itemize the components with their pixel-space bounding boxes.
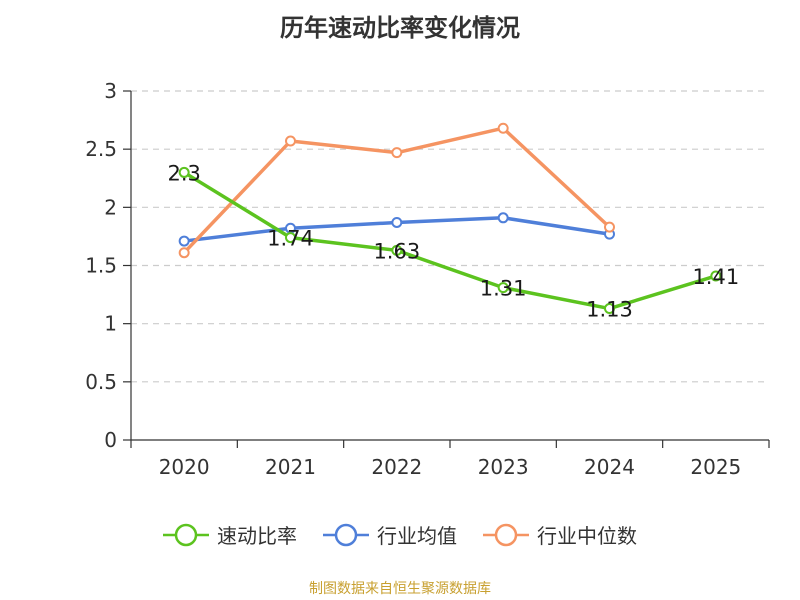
data-point	[604, 303, 615, 315]
legend-marker-icon	[483, 523, 529, 546]
data-label: 1.41	[692, 265, 739, 289]
source-note: 制图数据来自恒生聚源数据库	[309, 581, 491, 597]
y-tick-label: 2.5	[85, 137, 117, 161]
data-label: 1.63	[373, 239, 420, 263]
legend-label: 速动比率	[217, 524, 297, 548]
x-tick-label: 2025	[690, 455, 741, 479]
legend-item-industry-median[interactable]: 行业中位数	[483, 520, 637, 549]
data-point	[178, 235, 190, 247]
x-tick-label: 2022	[371, 455, 422, 479]
axes: 0 0.5 1 1.5 2 2.5 3 2020 2021 2022 2023 2024 2025	[85, 79, 770, 479]
y-tick-label: 3	[104, 79, 117, 103]
x-tick-label: 2021	[265, 455, 316, 479]
legend-item-industry-mean[interactable]: 行业均值	[323, 520, 457, 549]
y-tick-label: 2	[104, 195, 117, 219]
data-label: 1.74	[267, 227, 314, 251]
data-point	[285, 232, 296, 244]
y-tick-label: 0.5	[85, 370, 117, 394]
data-point	[285, 135, 296, 147]
data-point	[710, 270, 722, 282]
data-point	[178, 247, 190, 259]
data-point	[391, 147, 403, 159]
legend-marker-icon	[323, 523, 369, 546]
x-tick-label: 2023	[478, 455, 529, 479]
data-point	[497, 212, 509, 224]
y-tick-label: 1.5	[85, 254, 117, 278]
data-label: 2.3	[167, 161, 200, 185]
legend-marker-icon	[163, 523, 209, 546]
gridlines	[131, 90, 769, 383]
legend-label: 行业均值	[377, 524, 457, 548]
data-label: 1.31	[480, 277, 527, 301]
legend-item-quick-ratio[interactable]: 速动比率	[163, 520, 297, 549]
x-tick-label: 2024	[584, 455, 635, 479]
data-point	[391, 244, 403, 256]
x-tick-label: 2020	[159, 455, 210, 479]
series	[178, 122, 722, 315]
y-tick-label: 0	[104, 428, 117, 452]
y-tick-label: 1	[104, 312, 117, 336]
data-label: 1.13	[586, 298, 633, 322]
data-point	[178, 166, 190, 178]
series-line	[183, 170, 717, 311]
data-point	[604, 221, 615, 233]
chart-title: 历年速动比率变化情况	[280, 14, 520, 42]
legend: 速动比率 行业均值 行业中位数	[0, 520, 800, 549]
legend-label: 行业中位数	[537, 524, 637, 548]
data-labels: 2.3 1.74 1.63 1.31 1.13 1.41	[167, 161, 739, 321]
data-point	[497, 122, 509, 134]
data-point	[391, 216, 403, 228]
data-point	[497, 282, 509, 294]
